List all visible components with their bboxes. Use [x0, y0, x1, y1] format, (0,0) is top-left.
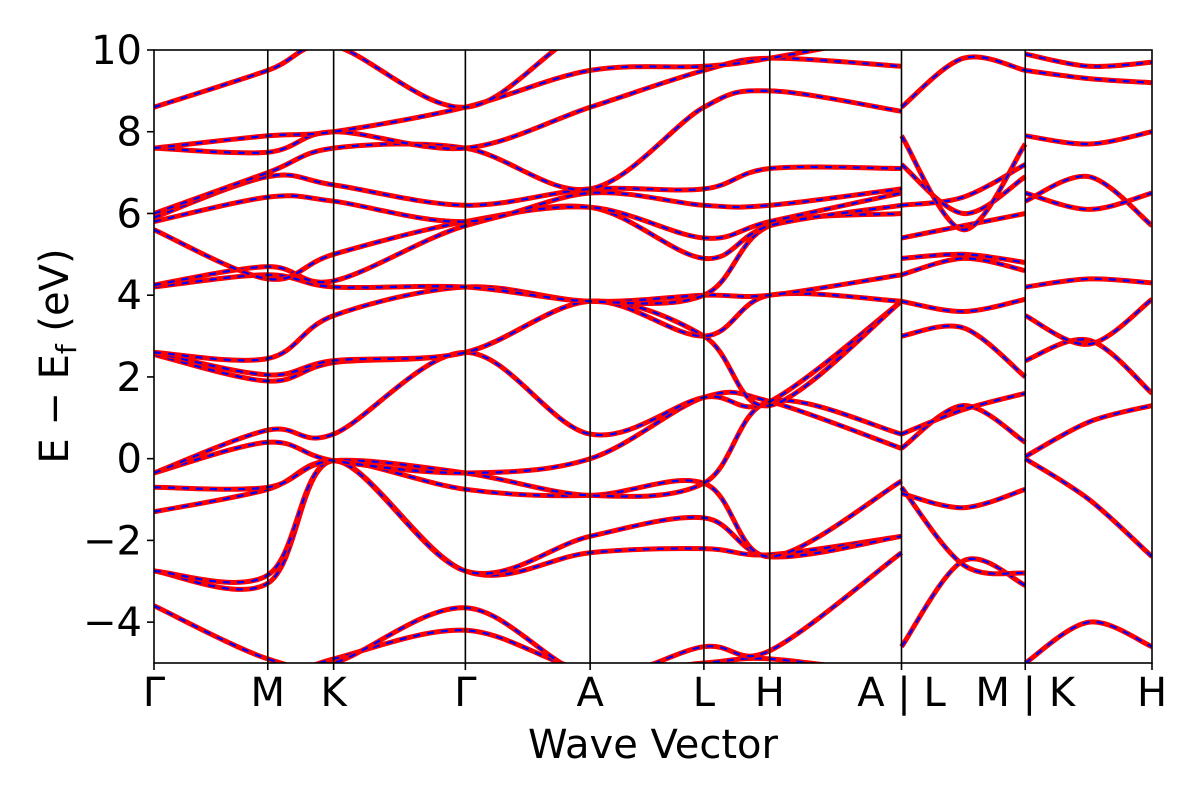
band-line-dashed-s2-b7: [1025, 191, 1152, 211]
y-tick-label: −4: [83, 600, 142, 646]
band-line-dashed-s1-b5: [901, 324, 1026, 378]
band-line-dashed-s1-b9: [901, 212, 1026, 240]
y-tick-label: 6: [117, 191, 142, 237]
y-axis-title: E − Ef (eV): [32, 248, 83, 463]
band-line-dashed-s0-b13: [154, 191, 902, 281]
x-tick-label: L: [693, 670, 716, 716]
band-line-s0-b4: [154, 458, 903, 560]
band-line-s2-b1: [1023, 456, 1152, 559]
band-line-s2-b2: [1024, 403, 1152, 459]
x-axis-title: Wave Vector: [528, 722, 779, 768]
band-line-dashed-s1-b4: [901, 392, 1026, 436]
band-line-s2-b10: [1024, 51, 1152, 70]
band-line-s2-b8: [1024, 129, 1152, 147]
band-line-dashed-s2-b5: [1025, 277, 1152, 289]
band-line-dashed-s0-b3: [154, 459, 902, 584]
band-line-dashed-s1-b3: [900, 404, 1026, 450]
y-ticks: −4 −2 0 2 4 6 8 10: [83, 28, 154, 646]
band-line-dashed-s0-b11: [154, 212, 902, 305]
x-tick-label: A | L: [857, 670, 946, 716]
band-line-s0-b5: [154, 397, 903, 499]
band-line-s0-b10: [154, 272, 902, 363]
band-line-dashed-s1-b13: [900, 55, 1026, 109]
band-line-dashed-s2-b0: [1024, 620, 1152, 663]
plot-frame: [153, 49, 1153, 664]
band-line-dashed-s2-b10: [1025, 53, 1152, 68]
x-tick-label: Γ: [454, 670, 477, 716]
y-tick-label: −2: [83, 518, 142, 564]
band-line-dashed-s2-b1: [1024, 457, 1152, 558]
x-tick-label: H: [755, 670, 785, 716]
band-line-dashed-s0-b15: [154, 165, 902, 219]
band-line-dashed-s0-b5: [154, 399, 902, 498]
y-axis-title-unit: (eV): [32, 248, 78, 331]
band-line-s1-b5: [901, 323, 1027, 379]
band-line-s0-b3: [154, 458, 902, 585]
x-tick-label: Γ: [143, 670, 166, 716]
band-line-dashed-s0-b7: [154, 300, 903, 475]
band-line-s0-b11: [154, 211, 902, 306]
band-line-dashed-s1-b1: [900, 486, 1026, 575]
band-line-dashed-s0-b16: [154, 89, 902, 215]
y-tick-label: 2: [117, 355, 142, 401]
band-line-dashed-s0-b9: [154, 292, 902, 377]
y-tick-label: 8: [117, 110, 142, 156]
band-line-dashed-s1-b12: [900, 135, 1027, 231]
band-line-dashed-s1-b8: [901, 253, 1026, 264]
band-line-dashed-s2-b4: [1024, 298, 1152, 346]
band-line-s2-b3: [1024, 336, 1152, 396]
y-tick-label: 0: [117, 437, 142, 483]
band-line-dashed-s2-b6: [1024, 175, 1152, 227]
band-line-s1-b13: [899, 54, 1026, 110]
band-line-s2-b5: [1024, 276, 1152, 290]
band-line-s1-b7: [900, 255, 1026, 278]
kpoint-lines: [266, 50, 1027, 663]
band-line-dashed-s1-b2: [901, 488, 1026, 509]
band-line-dashed-s2-b9: [1025, 69, 1152, 84]
band-line-s0-b9: [154, 291, 902, 378]
band-line-dashed-s2-b3: [1024, 338, 1152, 395]
band-line-dashed-s2-b8: [1025, 130, 1152, 146]
band-lines: [154, 50, 1152, 663]
band-line-dashed-s0-b10: [154, 273, 902, 362]
y-axis-title-sub: f: [50, 343, 83, 354]
band-line-dashed-s1-b6: [901, 298, 1026, 313]
y-tick-label: 4: [117, 273, 142, 319]
band-line-dashed-s1-b11: [900, 163, 1026, 215]
band-line-dashed-s2-b2: [1024, 404, 1152, 458]
x-tick-label: M: [251, 670, 286, 716]
x-tick-label: M | K: [975, 670, 1076, 716]
band-line-dashed-s0-b18: [154, 50, 822, 150]
y-tick-label: 10: [91, 28, 142, 74]
band-line-dashed-s0-b19: [154, 50, 557, 109]
band-line-dashed-s0-b4: [154, 459, 903, 558]
band-line-dashed-s0-b6: [154, 391, 902, 475]
x-tick-label: A: [576, 670, 604, 716]
x-tick-label: H: [1137, 670, 1167, 716]
band-line-s2-b0: [1023, 619, 1152, 663]
y-axis-title-main: E − E: [32, 354, 78, 464]
band-line-dashed-s0-b14: [154, 187, 902, 223]
x-tick-label: K: [321, 670, 349, 716]
band-line-s0-b2: [154, 458, 902, 592]
